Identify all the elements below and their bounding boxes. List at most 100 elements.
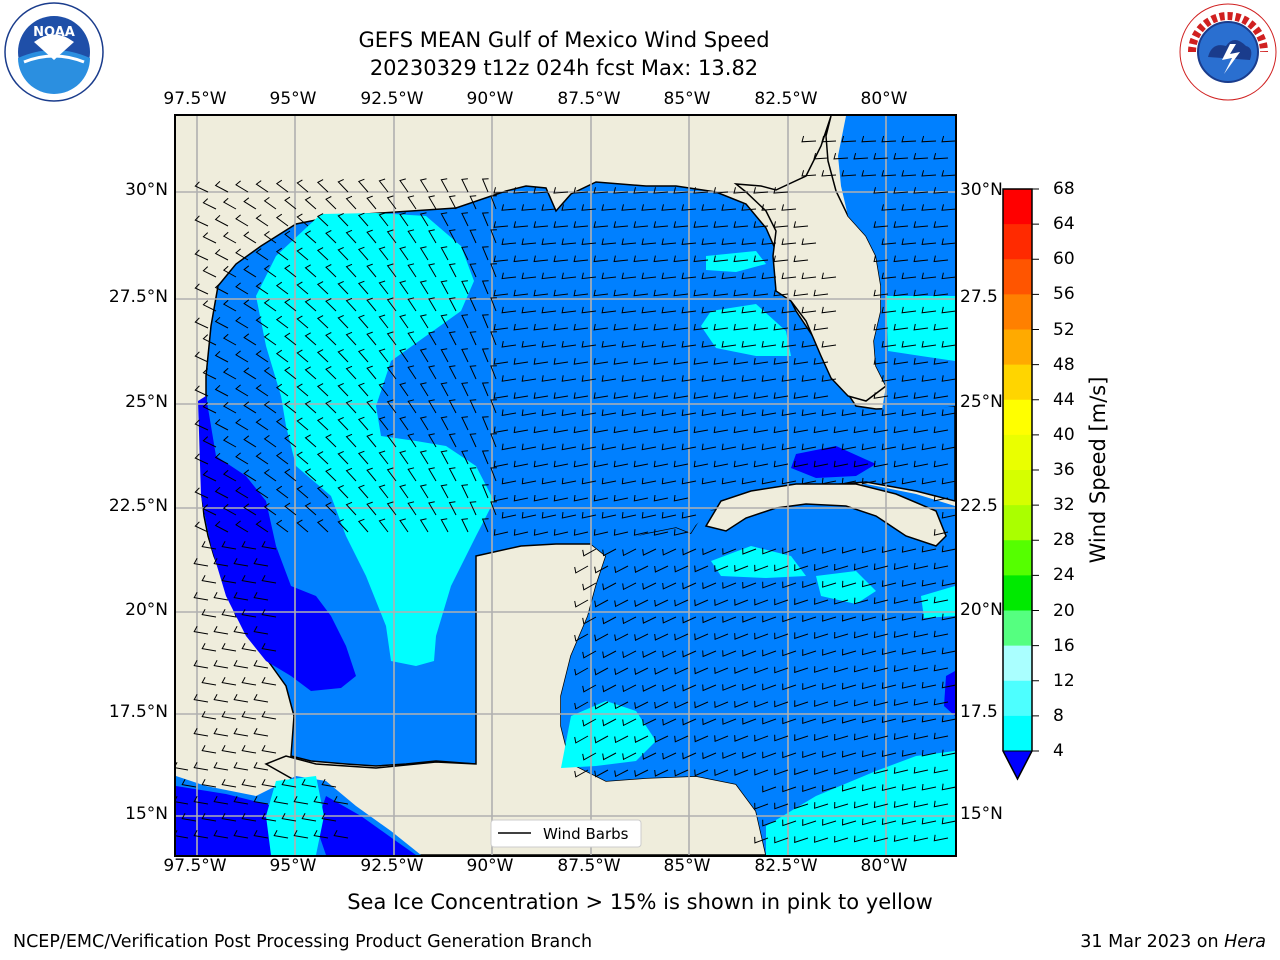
wind-barb xyxy=(241,575,257,584)
wind-barb xyxy=(801,477,817,485)
wind-barb xyxy=(490,331,497,346)
wind-barb xyxy=(541,409,557,417)
wind-barb xyxy=(233,728,249,737)
wind-barb xyxy=(713,426,729,434)
wind-barb xyxy=(921,477,937,485)
wind-barb xyxy=(794,666,809,674)
wind-barb xyxy=(861,135,877,143)
wind-barb xyxy=(261,711,277,720)
wind-barb xyxy=(357,348,369,363)
wind-barb xyxy=(913,460,929,468)
wind-barb xyxy=(693,289,709,297)
wind-barb xyxy=(255,452,269,465)
wind-barb xyxy=(941,647,955,655)
wind-barb xyxy=(814,564,829,571)
wind-barb xyxy=(834,801,849,809)
wind-barb xyxy=(673,529,689,536)
wind-barb xyxy=(378,348,389,363)
wind-barb xyxy=(793,255,809,263)
lat-tick-right: 17.5 xyxy=(960,702,998,722)
wind-barb xyxy=(901,409,917,417)
wind-barb xyxy=(881,204,897,211)
wind-barb xyxy=(673,323,689,331)
wind-barb xyxy=(493,529,509,536)
wind-barb xyxy=(263,264,277,278)
wind-barb xyxy=(822,751,837,758)
colorbar-bin xyxy=(1003,259,1032,295)
wind-barb xyxy=(682,752,697,760)
wind-barb xyxy=(602,684,617,693)
wind-barb xyxy=(742,581,757,589)
wind-barb xyxy=(440,314,449,329)
wind-barb xyxy=(501,272,517,280)
wind-barb xyxy=(263,332,277,346)
wind-barb xyxy=(296,281,309,295)
wind-barb xyxy=(933,358,949,365)
wind-barb xyxy=(593,392,609,399)
wind-barb xyxy=(693,187,709,194)
wind-8-12-honduras xyxy=(561,701,656,768)
lon-tick-top: 82.5°W xyxy=(754,89,818,109)
wind-barb xyxy=(243,299,257,312)
wind-barb xyxy=(621,306,637,314)
wind-barb xyxy=(316,281,329,295)
wind-barb xyxy=(233,660,249,669)
wind-barb xyxy=(316,417,329,431)
wind-barb xyxy=(378,416,389,431)
wind-barb xyxy=(221,813,237,822)
wind-barb xyxy=(853,835,869,843)
wind-barb xyxy=(194,385,209,397)
wind-barb xyxy=(419,484,429,499)
wind-barb xyxy=(582,650,597,659)
wind-barb xyxy=(873,767,889,775)
wind-barb xyxy=(357,178,369,193)
wind-barb xyxy=(553,460,569,468)
wind-barb xyxy=(722,718,737,725)
wind-barb xyxy=(614,599,629,608)
wind-barb xyxy=(941,375,955,382)
wind-barb xyxy=(378,178,389,193)
wind-barb xyxy=(201,813,217,822)
wind-barb xyxy=(513,358,529,365)
wind-barb xyxy=(873,426,889,434)
wind-barb xyxy=(881,170,897,177)
wind-barb xyxy=(513,426,529,434)
wind-barb xyxy=(513,255,529,263)
wind-barb xyxy=(782,683,797,691)
wind-barb xyxy=(501,341,517,348)
wind-barb xyxy=(202,232,217,244)
wind-barb xyxy=(782,819,797,827)
wind-barb xyxy=(662,684,677,692)
wind-barb xyxy=(921,341,937,348)
wind-barb xyxy=(573,187,589,194)
wind-barb xyxy=(933,426,949,434)
wind-barb xyxy=(674,565,689,573)
wind-barb xyxy=(754,564,769,572)
wind-barb xyxy=(802,819,817,826)
wind-barb xyxy=(214,520,229,533)
wind-barb xyxy=(533,358,549,365)
wind-barb xyxy=(941,512,955,519)
wind-barb xyxy=(448,263,457,278)
wind-barb xyxy=(594,599,609,608)
wind-barb xyxy=(201,779,217,788)
wind-barb xyxy=(713,255,729,263)
wind-barb xyxy=(621,341,637,348)
wind-barb xyxy=(933,255,949,263)
wind-barb xyxy=(642,718,657,726)
wind-barb xyxy=(357,450,369,465)
wind-barb xyxy=(774,700,789,708)
wind-barb xyxy=(513,460,529,468)
wind-barb xyxy=(493,392,509,399)
colorbar-label: Wind Speed [m/s] xyxy=(1086,376,1110,564)
wind-barb xyxy=(841,546,857,554)
wind-barb xyxy=(661,272,677,280)
wind-barb xyxy=(814,734,829,741)
wind-barb xyxy=(742,547,757,555)
wind-barb xyxy=(296,383,309,397)
wind-barb xyxy=(602,752,617,761)
wind-barb xyxy=(357,484,369,499)
wind-barb xyxy=(553,529,569,536)
wind-barb xyxy=(734,667,749,674)
wind-barb xyxy=(814,768,829,775)
